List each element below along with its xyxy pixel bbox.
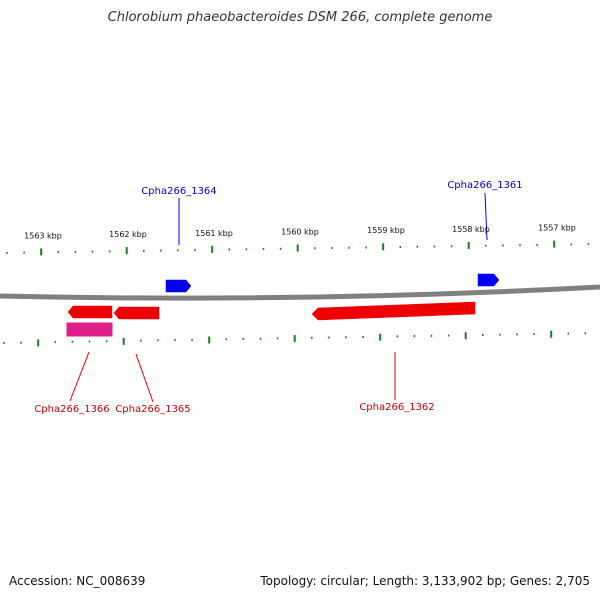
gene-cpha266-1365[interactable]	[113, 306, 160, 320]
genome-backbone	[0, 284, 600, 301]
gene-cpha266-1366[interactable]	[67, 305, 113, 319]
gene-label-cpha266-1361[interactable]: Cpha266_1361	[447, 180, 522, 191]
kbp-label: 1557 kbp	[538, 224, 576, 233]
genome-summary: Topology: circular; Length: 3,133,902 bp…	[260, 574, 590, 588]
gene-label-cpha266-1365[interactable]: Cpha266_1365	[115, 404, 190, 415]
kbp-label: 1559 kbp	[367, 226, 405, 235]
gene-cpha266-1362[interactable]	[311, 301, 476, 321]
outer-tick-track	[6, 240, 590, 256]
kbp-label: 1561 kbp	[195, 229, 233, 238]
gene-cpha266-1361[interactable]	[477, 273, 500, 287]
gene-cpha266-1364[interactable]	[165, 279, 192, 293]
gene-label-cpha266-1366[interactable]: Cpha266_1366	[34, 404, 109, 415]
inner-tick-track	[3, 330, 587, 347]
accession-label: Accession: NC_008639	[9, 574, 146, 588]
kbp-label: 1560 kbp	[281, 228, 319, 237]
kbp-label: 1558 kbp	[452, 225, 490, 234]
callout-line-1365	[135, 353, 154, 403]
kbp-label: 1562 kbp	[109, 230, 147, 239]
callout-line-1366	[69, 351, 90, 402]
callout-line-1361	[484, 192, 488, 241]
gene-label-cpha266-1364[interactable]: Cpha266_1364	[141, 186, 216, 197]
kbp-label: 1563 kbp	[24, 231, 62, 240]
kbp-label-group: 1563 kbp 1562 kbp 1561 kbp 1560 kbp 1559 kbp…	[24, 224, 576, 241]
rna-gene-feature[interactable]	[66, 322, 113, 337]
map-title: Chlorobium phaeobacteroides DSM 266, com…	[107, 10, 493, 25]
gene-label-cpha266-1362[interactable]: Cpha266_1362	[359, 402, 434, 413]
